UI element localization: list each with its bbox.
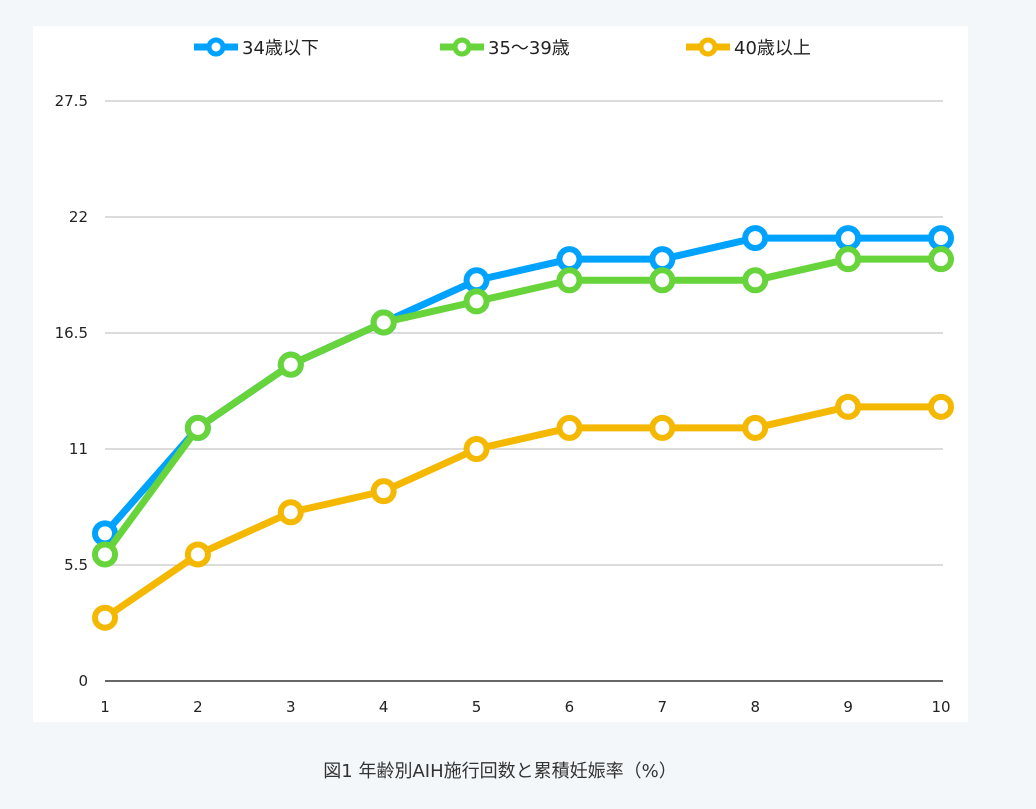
- data-point: [928, 246, 954, 273]
- data-point: [835, 246, 862, 273]
- data-point: [277, 499, 304, 526]
- legend-label: 35～39歳: [488, 38, 570, 59]
- data-point: [556, 414, 583, 441]
- data-point: [184, 541, 211, 568]
- series-40歳以上: [92, 393, 954, 631]
- data-point: [370, 478, 397, 505]
- data-point: [556, 246, 583, 273]
- data-point: [370, 309, 397, 336]
- data-point: [463, 436, 490, 462]
- y-tick-label: 5.5: [64, 556, 88, 574]
- y-tick-label: 11: [69, 440, 88, 458]
- x-tick-label: 6: [565, 698, 575, 716]
- legend-label: 40歳以上: [734, 38, 811, 59]
- legend-item: 34歳以下: [194, 37, 319, 59]
- data-point: [649, 246, 676, 273]
- data-point: [928, 393, 954, 420]
- data-point: [92, 604, 118, 631]
- x-tick-label: 2: [193, 698, 203, 716]
- series-line: [102, 255, 941, 557]
- x-tick-label: 7: [658, 698, 668, 716]
- y-tick-label: 16.5: [55, 324, 88, 342]
- x-tick-label: 1: [100, 698, 110, 716]
- y-tick-label: 27.5: [55, 92, 88, 110]
- data-point: [742, 225, 769, 252]
- legend-marker: [452, 37, 472, 57]
- legend-marker: [698, 37, 718, 57]
- y-tick-label: 22: [69, 208, 88, 226]
- data-point: [463, 288, 490, 315]
- y-tick-label: 0: [78, 672, 88, 690]
- legend-label: 34歳以下: [242, 38, 319, 59]
- x-tick-label: 4: [379, 698, 389, 716]
- x-tick-label: 9: [843, 698, 853, 716]
- data-point: [184, 414, 211, 441]
- data-point: [463, 267, 490, 294]
- chart-background: [33, 26, 968, 722]
- data-point: [649, 267, 676, 294]
- x-tick-label: 8: [750, 698, 760, 716]
- x-tick-label: 10: [931, 698, 950, 716]
- data-point: [92, 541, 118, 568]
- data-point: [277, 351, 304, 378]
- data-point: [742, 267, 769, 294]
- legend-marker: [206, 37, 226, 57]
- data-point: [928, 225, 954, 252]
- data-point: [556, 267, 583, 294]
- x-tick-label: 3: [286, 698, 296, 716]
- series-line: [103, 403, 941, 621]
- series-35～39歳: [92, 246, 954, 568]
- data-point: [835, 225, 862, 252]
- x-tick-label: 5: [472, 698, 482, 716]
- data-point: [835, 393, 862, 420]
- legend-item: 40歳以上: [686, 37, 811, 59]
- data-point: [649, 414, 676, 441]
- legend-item: 35～39歳: [440, 37, 570, 59]
- figure-caption: 図1 年齢別AIH施行回数と累積妊娠率（%）: [323, 761, 677, 782]
- data-point: [742, 414, 769, 441]
